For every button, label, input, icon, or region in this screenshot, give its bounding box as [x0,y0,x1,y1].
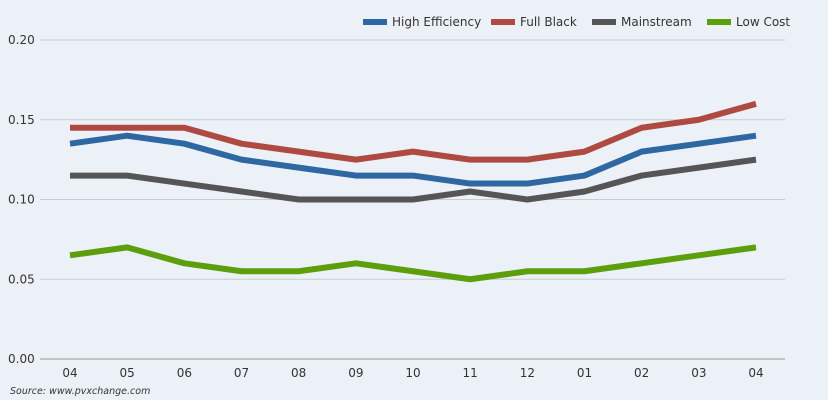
x-tick-label: 12 [520,366,535,380]
series-line-low-cost [69,244,757,283]
x-tick-label: 04 [62,366,77,380]
x-tick-label: 05 [120,366,135,380]
x-tick-label: 04 [748,366,763,380]
y-tick-label: 0.00 [8,352,35,366]
x-tick-label: 01 [577,366,592,380]
series-line-full-black [70,100,757,163]
x-tick-label: 11 [463,366,478,380]
series-line-high-efficiency [69,132,757,187]
legend-swatch [491,19,515,25]
y-tick-label: 0.20 [8,33,35,47]
legend-swatch [707,19,731,25]
x-tick-label: 09 [348,366,363,380]
x-tick-label: 07 [234,366,249,380]
legend-label: Mainstream [621,15,692,29]
y-tick-label: 0.15 [8,113,35,127]
y-tick-label: 0.05 [8,272,35,286]
x-tick-label: 03 [691,366,706,380]
legend-swatch [363,19,387,25]
x-tick-label: 08 [291,366,306,380]
legend-swatch [592,19,616,25]
legend-label: Full Black [520,15,577,29]
x-tick-label: 10 [405,366,420,380]
source-note: Source: www.pvxchange.com [10,386,151,397]
legend-label: Low Cost [736,15,790,29]
series-line-mainstream [70,156,757,203]
x-tick-label: 02 [634,366,649,380]
legend-label: High Efficiency [392,15,481,29]
y-tick-label: 0.10 [8,193,35,207]
x-tick-label: 06 [177,366,192,380]
